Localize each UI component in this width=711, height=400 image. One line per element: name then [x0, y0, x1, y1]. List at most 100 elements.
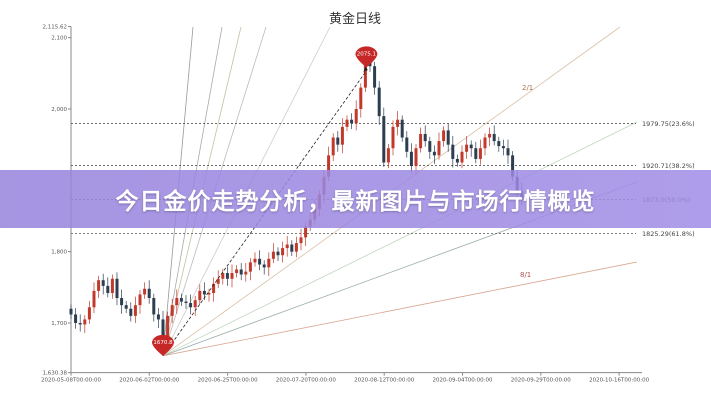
candle-body	[230, 273, 234, 279]
candle-body	[212, 283, 216, 294]
fan-line	[162, 121, 638, 357]
x-tick-label: 2020-09-04T00:00:00	[432, 378, 493, 384]
candle-body	[202, 290, 206, 295]
fib-label: 1825.29(61.8%)	[642, 230, 695, 238]
y-tick-label: 2,115.62	[43, 25, 68, 31]
candle-body	[193, 300, 197, 308]
candle-body	[455, 158, 459, 163]
arrow-head	[363, 66, 368, 73]
candle-body	[221, 273, 225, 279]
y-tick-label: 1,800	[51, 250, 67, 256]
candle-body	[69, 308, 73, 315]
candle-body	[373, 66, 377, 88]
x-tick-label: 2020-09-29T00:00:00	[511, 378, 572, 384]
candle-body	[382, 116, 386, 163]
candle-body	[405, 137, 409, 152]
candle-body	[451, 144, 455, 159]
candle-body	[400, 119, 404, 138]
candle-body	[446, 130, 450, 145]
candle-body	[414, 148, 418, 167]
candle-body	[179, 298, 183, 302]
x-tick-label: 2020-05-08T00:00:00	[41, 378, 102, 384]
low-marker-label: 1670.8	[153, 340, 173, 346]
candle-body	[350, 119, 354, 124]
candle-body	[152, 298, 156, 315]
candle-body	[166, 315, 170, 338]
candle-body	[437, 141, 441, 156]
candle-body	[258, 258, 262, 265]
candle-body	[396, 119, 400, 127]
candle-body	[354, 109, 358, 124]
candle-body	[478, 148, 482, 159]
candle-body	[138, 294, 142, 306]
fan-line	[162, 261, 638, 357]
y-tick-label: 2,100	[51, 36, 67, 42]
candle-body	[115, 278, 119, 299]
candle-body	[248, 262, 252, 272]
candle-body	[175, 298, 179, 306]
candle-body	[474, 148, 478, 159]
candle-body	[368, 62, 372, 67]
candle-body	[207, 293, 211, 295]
candle-body	[170, 305, 174, 316]
headline-text: 今日金价走势分析，最新图片与市场行情概览	[115, 189, 596, 215]
candle-body	[133, 305, 137, 316]
candle-body	[511, 155, 515, 177]
candle-body	[327, 155, 331, 177]
candle-body	[239, 269, 243, 275]
candle-body	[483, 137, 487, 149]
candle-body	[423, 133, 427, 142]
candle-body	[281, 248, 285, 256]
candle-body	[244, 271, 248, 275]
candle-body	[276, 251, 280, 256]
candle-body	[156, 314, 160, 320]
y-tick-label: 1,630.38	[43, 371, 68, 377]
candle-body	[262, 264, 266, 268]
candle-body	[428, 141, 432, 152]
candle-body	[101, 280, 105, 286]
fan-label: 2/1	[522, 84, 533, 92]
high-marker	[355, 46, 378, 68]
x-tick-label: 2020-07-20T00:00:00	[276, 378, 337, 384]
candle-body	[87, 307, 91, 320]
candle-body	[120, 298, 124, 306]
candle-body	[363, 62, 367, 88]
low-marker	[152, 334, 174, 356]
candle-body	[460, 151, 464, 163]
candle-body	[184, 301, 188, 304]
fan-label: 8/1	[520, 271, 531, 279]
headline-banner: 今日金价走势分析，最新图片与市场行情概览	[0, 170, 711, 228]
fib-label: 1920.71(38.2%)	[642, 162, 695, 170]
candle-body	[161, 319, 165, 338]
candle-body	[216, 278, 220, 284]
candle-body	[225, 273, 229, 279]
candle-body	[359, 87, 363, 109]
candle-body	[294, 243, 298, 252]
candle-body	[74, 314, 78, 323]
candle-body	[147, 288, 151, 299]
candle-body	[391, 126, 395, 149]
candle-body	[78, 322, 82, 325]
candle-body	[492, 133, 496, 142]
high-marker-label: 2075.1	[357, 51, 376, 57]
candle-body	[235, 269, 239, 274]
y-tick-label: 2,000	[51, 107, 67, 113]
candle-body	[409, 151, 413, 167]
candle-body	[97, 280, 101, 291]
candle-body	[497, 141, 501, 147]
candle-body	[469, 144, 473, 149]
candle-body	[419, 133, 423, 149]
candle-body	[253, 258, 257, 263]
chart-title: 黄金日线	[329, 11, 381, 27]
candle-body	[285, 244, 289, 249]
candle-body	[506, 148, 510, 156]
candle-body	[290, 244, 294, 252]
candles	[69, 54, 524, 343]
candle-body	[271, 251, 275, 259]
candle-body	[336, 137, 340, 145]
candle-body	[124, 305, 128, 309]
candle-body	[377, 87, 381, 117]
candle-body	[442, 130, 446, 142]
candle-body	[92, 290, 96, 308]
fib-label: 1979.75(23.6%)	[642, 120, 695, 128]
